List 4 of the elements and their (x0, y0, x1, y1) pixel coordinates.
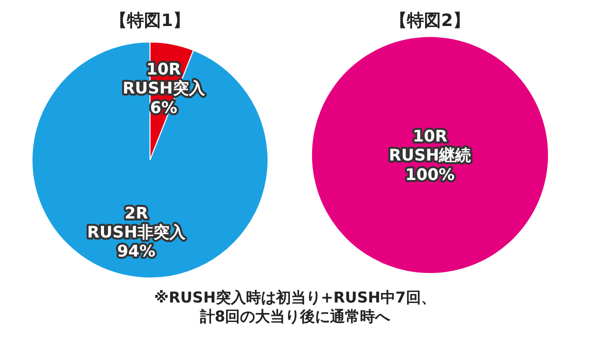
title: 【特図2】 (390, 10, 470, 31)
annotation: 計8回の大当り後に通常時へ (200, 307, 390, 326)
annotation: ※RUSH突入時は初当り+RUSH中7回、 (154, 288, 436, 306)
title: 【特図1】 (110, 10, 190, 31)
